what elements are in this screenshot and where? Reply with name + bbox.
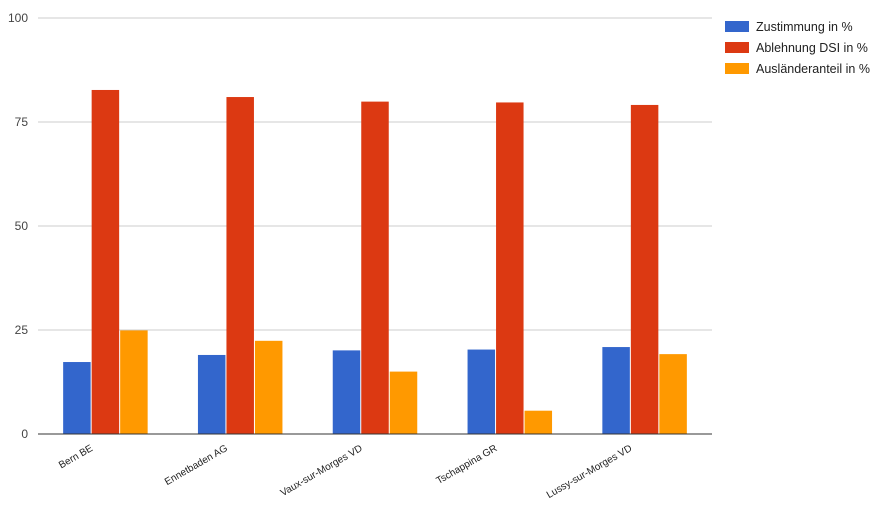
- bar[interactable]: [389, 371, 418, 434]
- bar[interactable]: [659, 354, 687, 434]
- legend-label-ablehnung: Ablehnung DSI in %: [756, 40, 868, 55]
- bar[interactable]: [524, 410, 553, 434]
- y-tick-label: 25: [15, 323, 29, 337]
- x-tick-label: Tschappina GR: [435, 443, 500, 487]
- x-tick-label: Vaux-sur-Morges VD: [279, 443, 365, 499]
- x-tick-label: Bern BE: [57, 443, 95, 471]
- legend-item-ablehnung[interactable]: Ablehnung DSI in %: [725, 37, 870, 58]
- legend-item-zustimmung[interactable]: Zustimmung in %: [725, 16, 870, 37]
- y-tick-label: 50: [15, 219, 29, 233]
- x-tick-label: Ennetbaden AG: [163, 443, 230, 488]
- legend-item-auslaenderanteil[interactable]: Ausländeranteil in %: [725, 58, 870, 79]
- legend-label-zustimmung: Zustimmung in %: [756, 19, 853, 34]
- legend: Zustimmung in % Ablehnung DSI in % Auslä…: [725, 16, 870, 79]
- bar[interactable]: [467, 349, 496, 434]
- y-tick-label: 75: [15, 115, 29, 129]
- bar[interactable]: [226, 97, 254, 434]
- bar[interactable]: [496, 102, 524, 434]
- bars: [63, 89, 687, 434]
- bar[interactable]: [63, 362, 91, 434]
- bar[interactable]: [332, 350, 361, 434]
- bar[interactable]: [197, 354, 226, 434]
- x-axis-labels: Bern BE Ennetbaden AG Vaux-sur-Morges VD Ts…: [57, 443, 634, 501]
- legend-swatch-ablehnung: [725, 42, 749, 53]
- legend-swatch-zustimmung: [725, 21, 749, 32]
- bar[interactable]: [630, 104, 659, 434]
- bar[interactable]: [91, 89, 120, 434]
- bar[interactable]: [254, 340, 283, 434]
- bar[interactable]: [361, 101, 389, 434]
- legend-swatch-auslaenderanteil: [725, 63, 749, 74]
- y-axis-ticks: 0 25 50 75 100: [8, 11, 28, 441]
- bar[interactable]: [602, 347, 630, 434]
- y-tick-label: 100: [8, 11, 28, 25]
- bar[interactable]: [120, 330, 148, 434]
- y-tick-label: 0: [21, 427, 28, 441]
- legend-label-auslaenderanteil: Ausländeranteil in %: [756, 61, 870, 76]
- x-tick-label: Lussy-sur-Morges VD: [545, 443, 634, 501]
